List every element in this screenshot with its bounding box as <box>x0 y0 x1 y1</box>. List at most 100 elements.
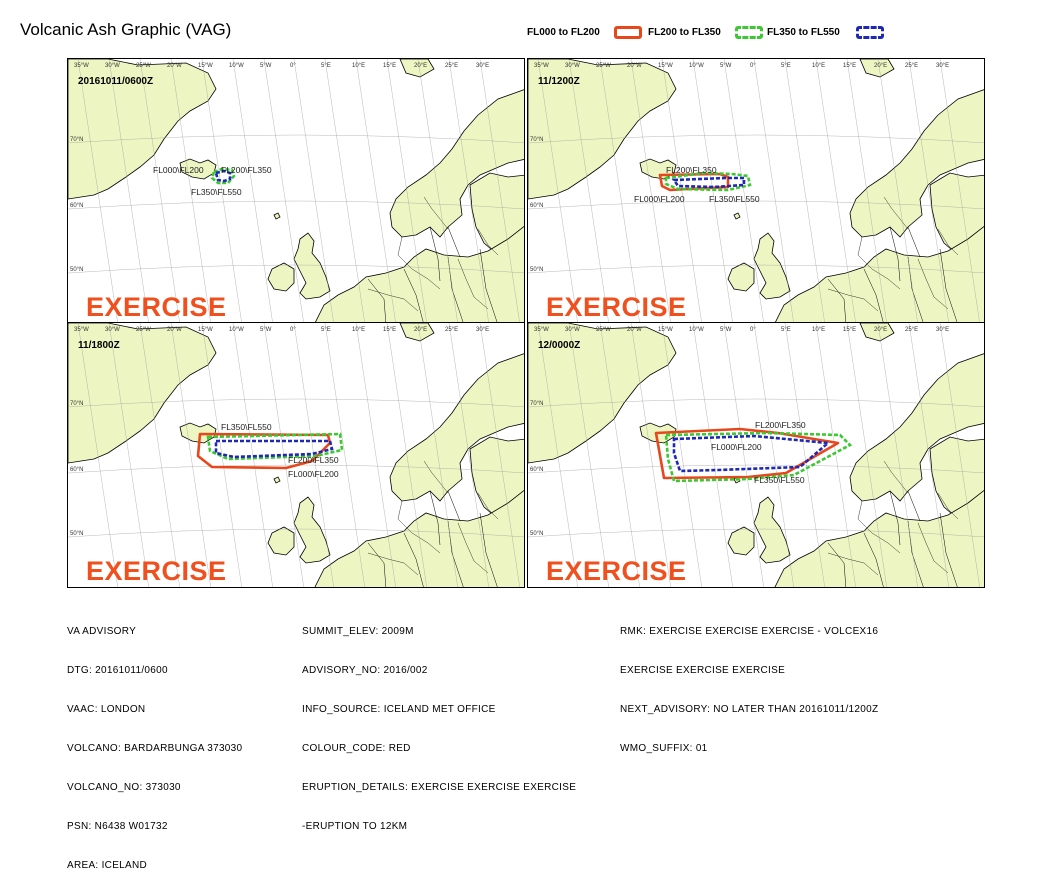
ash-area-fl350-fl550[interactable] <box>214 169 232 183</box>
lon-tick-label: 20°E <box>874 63 887 69</box>
map-panel-1[interactable]: 35°W 30°W 25°W 20°W 15°W 10°W 5°W 0° 5°E 10°E 15°E… <box>67 58 525 324</box>
graticule-meridian <box>537 323 578 587</box>
lake-outline <box>397 500 441 554</box>
land-scand <box>849 353 984 502</box>
exercise-watermark: EXERCISE <box>86 292 227 322</box>
lon-tick-label: 35°W <box>74 327 89 333</box>
lon-tick-label: 5°E <box>781 327 791 333</box>
lake-outline <box>827 552 879 576</box>
lon-tick-label: 15°W <box>658 327 673 333</box>
lon-tick-label: 25°E <box>905 63 918 69</box>
graticule-parallel <box>68 398 524 408</box>
graticule-meridian <box>908 323 949 587</box>
country-border <box>863 268 884 323</box>
lon-tick-label: 15°E <box>843 63 856 69</box>
graticule-parallel <box>528 200 984 210</box>
graticule-meridian <box>201 323 242 587</box>
lake-outline <box>857 236 901 290</box>
country-border <box>367 542 387 587</box>
lon-tick-label: 0° <box>290 63 296 69</box>
graticule-meridian <box>599 59 640 323</box>
graticule-meridian <box>108 323 149 587</box>
country-border <box>889 226 901 282</box>
land-greenland <box>68 323 217 464</box>
land-svalbard <box>859 323 895 342</box>
lake-outline <box>397 236 441 290</box>
lon-tick-label: 30°E <box>476 63 489 69</box>
graticule-meridian <box>661 59 702 323</box>
graticule-meridian <box>139 323 180 587</box>
graticule-meridian <box>661 323 702 587</box>
graticule-meridian <box>77 59 118 323</box>
map-canvas: 35°W 30°W 25°W 20°W 15°W 10°W 5°W 0° 5°E 10°E 15°E… <box>528 59 984 323</box>
graticule-parallel <box>528 528 984 538</box>
lon-tick-label: 5°W <box>720 63 732 69</box>
country-border <box>367 278 387 323</box>
country-border <box>479 512 498 587</box>
ash-area-fl200-fl350[interactable] <box>210 167 236 185</box>
map-canvas: 35°W 30°W 25°W 20°W 15°W 10°W 5°W 0° 5°E 10°E 15°E… <box>528 323 984 587</box>
map-panel-3[interactable]: 35°W 30°W 25°W 20°W 15°W 10°W 5°W 0° 5°E 10°E 15°E… <box>67 322 525 588</box>
lon-tick-label: 25°E <box>905 327 918 333</box>
lat-tick-label: 50°N <box>530 267 543 273</box>
advisory-line: VAAC: LONDON <box>67 704 146 715</box>
lon-tick-label: 30°E <box>936 327 949 333</box>
graticule-meridian <box>355 323 396 587</box>
map-panel-4[interactable]: 35°W 30°W 25°W 20°W 15°W 10°W 5°W 0° 5°E 10°E 15°E… <box>527 322 985 588</box>
land-uk <box>753 232 791 300</box>
graticule-meridian <box>815 59 856 323</box>
lake-outline <box>367 552 419 576</box>
ash-area-label: FL350\FL550 <box>191 187 242 197</box>
graticule-meridian <box>77 323 118 587</box>
country-border <box>907 226 921 258</box>
lon-tick-label: 15°E <box>383 327 396 333</box>
lat-tick-label: 50°N <box>70 267 83 273</box>
graticule-meridian <box>324 59 365 323</box>
ash-area-fl000-fl200[interactable] <box>196 432 332 470</box>
lon-tick-label: 20°W <box>627 63 642 69</box>
ash-area-fl200-fl350[interactable] <box>664 171 752 192</box>
lake-outline <box>937 492 959 520</box>
exercise-watermark: EXERCISE <box>546 556 687 586</box>
graticule-meridian <box>568 323 609 587</box>
lat-tick-label: 60°N <box>530 467 543 473</box>
ash-area-fl200-fl350[interactable] <box>206 432 344 461</box>
lake-outline <box>423 196 449 230</box>
ash-area-label: FL000\FL200 <box>711 442 762 452</box>
map-panel-2[interactable]: 35°W 30°W 25°W 20°W 15°W 10°W 5°W 0° 5°E 10°E 15°E… <box>527 58 985 324</box>
lon-tick-label: 25°W <box>596 327 611 333</box>
advisory-column-3: RMK: EXERCISE EXERCISE EXERCISE - VOLCEX… <box>620 599 878 768</box>
panel-time: 11/1200Z <box>538 76 580 87</box>
advisory-column-1: VA ADVISORY DTG: 20161011/0600 VAAC: LON… <box>67 599 242 885</box>
land-svalbard <box>399 59 435 78</box>
advisory-line: PSN: N6438 W01732 <box>67 821 168 832</box>
lake-outline <box>857 500 901 554</box>
land-iceland <box>179 158 217 180</box>
lon-tick-label: 30°W <box>565 327 580 333</box>
graticule-meridian <box>753 323 794 587</box>
ash-area-fl350-fl550[interactable] <box>214 439 334 459</box>
lon-tick-label: 35°W <box>74 63 89 69</box>
ash-area-fl350-fl550[interactable] <box>671 176 746 189</box>
lake-outline <box>367 288 419 312</box>
advisory-line: NEXT_ADVISORY: NO LATER THAN 20161011/12… <box>620 704 879 715</box>
graticule-meridian <box>784 323 825 587</box>
lon-tick-label: 10°E <box>352 63 365 69</box>
graticule-meridian <box>939 59 980 323</box>
graticule-meridian <box>201 59 242 323</box>
ash-area-fl350-fl550[interactable] <box>672 434 832 473</box>
lon-tick-label: 20°W <box>167 327 182 333</box>
lon-tick-label: 15°W <box>198 327 213 333</box>
lon-tick-label: 25°E <box>445 63 458 69</box>
lat-tick-label: 60°N <box>70 467 83 473</box>
graticule-meridian <box>784 59 825 323</box>
land-ireland <box>727 262 755 292</box>
lon-tick-label: 35°W <box>534 327 549 333</box>
graticule-parallel <box>68 134 524 144</box>
ash-area-fl200-fl350[interactable] <box>664 431 853 483</box>
country-border <box>889 490 901 546</box>
advisory-line: SUMMIT_ELEV: 2009M <box>302 626 414 637</box>
graticule-meridian <box>692 59 733 323</box>
lon-tick-label: 10°W <box>689 63 704 69</box>
land-faroe <box>273 476 281 484</box>
